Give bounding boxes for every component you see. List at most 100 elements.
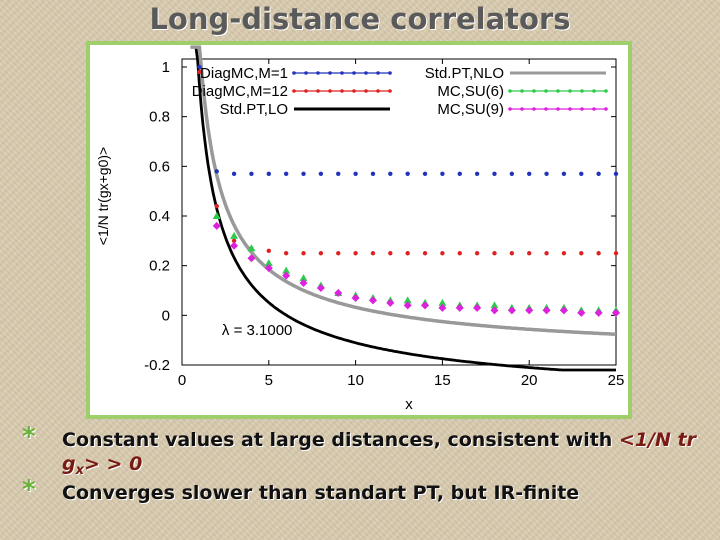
data-point [299,274,308,282]
data-point [596,251,601,256]
data-point [388,251,393,256]
legend-label: DiagMC,M=12 [192,83,288,100]
data-point [438,298,447,306]
data-point [579,171,584,176]
data-point [249,171,254,176]
legend-label: Std.PT,LO [220,101,288,118]
data-point [247,254,256,263]
data-point [457,251,462,256]
legend-marker [340,89,344,93]
series-line [190,45,616,372]
correlator-chart: -0.200.20.40.60.810 5 10 15 20 25x<1/N tr(gx+… [95,45,624,413]
data-point [438,303,447,312]
star-bullet-icon: * [22,475,36,505]
legend-marker [568,107,572,111]
data-point [197,69,202,75]
x-tick-label: 5 [265,372,273,389]
data-point [422,251,428,256]
x-tick-label: 10 [347,372,364,389]
emphasis-subscript: x [75,463,84,478]
legend-marker [316,71,320,75]
legend-marker [304,71,308,75]
data-point [474,251,480,256]
data-point [421,301,430,310]
data-point [334,288,343,297]
legend-marker [388,89,392,93]
data-point [316,284,325,293]
y-axis-label: <1/N tr(gx+g0)> [95,147,111,245]
data-point [527,171,532,176]
legend-marker [592,107,596,111]
y-tick-label: -0.2 [144,357,170,374]
data-point [301,251,306,256]
emphasis-after: > > 0 [84,453,143,475]
data-point [214,203,219,209]
legend-marker [340,71,344,75]
data-point [353,251,358,256]
legend-marker [604,107,608,111]
data-point [457,171,462,176]
legend-marker [520,89,524,93]
data-point [370,171,376,176]
legend-marker [580,89,584,93]
data-point [492,251,497,256]
bullet-item: * Converges slower than standart PT, but… [20,475,710,505]
data-point [613,171,619,176]
data-point [509,251,515,256]
legend-marker [532,89,536,93]
legend-marker [520,107,524,111]
legend-marker [376,89,380,93]
bullet-item: * Constant values at large distances, co… [20,422,710,479]
y-tick-label: 0.2 [149,258,170,275]
data-point [282,266,291,274]
data-point [440,171,445,176]
star-bullet-icon: * [22,422,36,452]
data-point [490,306,499,315]
y-tick-label: 0.4 [149,208,170,225]
data-point [299,279,308,288]
legend-marker [316,89,320,93]
legend-marker [568,89,572,93]
data-point [230,231,239,239]
data-point [492,171,497,176]
data-point [527,251,532,256]
x-tick-label: 0 [178,372,186,389]
data-point [266,171,271,176]
data-point [214,169,219,174]
data-point [542,306,551,315]
x-axis-label: x [405,396,413,413]
data-point [544,251,549,256]
data-point [473,303,482,312]
legend-marker [376,71,380,75]
data-point [212,221,221,230]
series-line [190,45,617,336]
legend-marker [508,107,512,111]
data-point [264,259,273,267]
legend-marker [580,107,584,111]
data-point [561,171,567,176]
data-point [318,171,324,176]
data-point [596,171,601,176]
data-point [301,171,306,176]
data-point [544,171,549,176]
legend-marker [544,89,548,93]
legend-marker [292,89,296,93]
data-point [579,251,584,256]
x-tick-label: 15 [434,372,451,389]
y-tick-label: 0 [162,307,170,324]
data-point [559,306,568,315]
data-point [594,308,603,317]
legend-label: DiagMC,M=1 [200,65,288,82]
data-point [386,298,395,307]
data-point [283,171,289,176]
legend-marker [556,89,560,93]
data-point [525,306,534,315]
legend-marker [352,89,356,93]
data-point [247,244,256,252]
legend-marker [352,71,356,75]
y-tick-label: 0.8 [149,109,170,126]
data-point [455,303,464,312]
data-point [231,238,237,244]
data-point [405,251,410,256]
x-tick-label: 20 [521,372,538,389]
